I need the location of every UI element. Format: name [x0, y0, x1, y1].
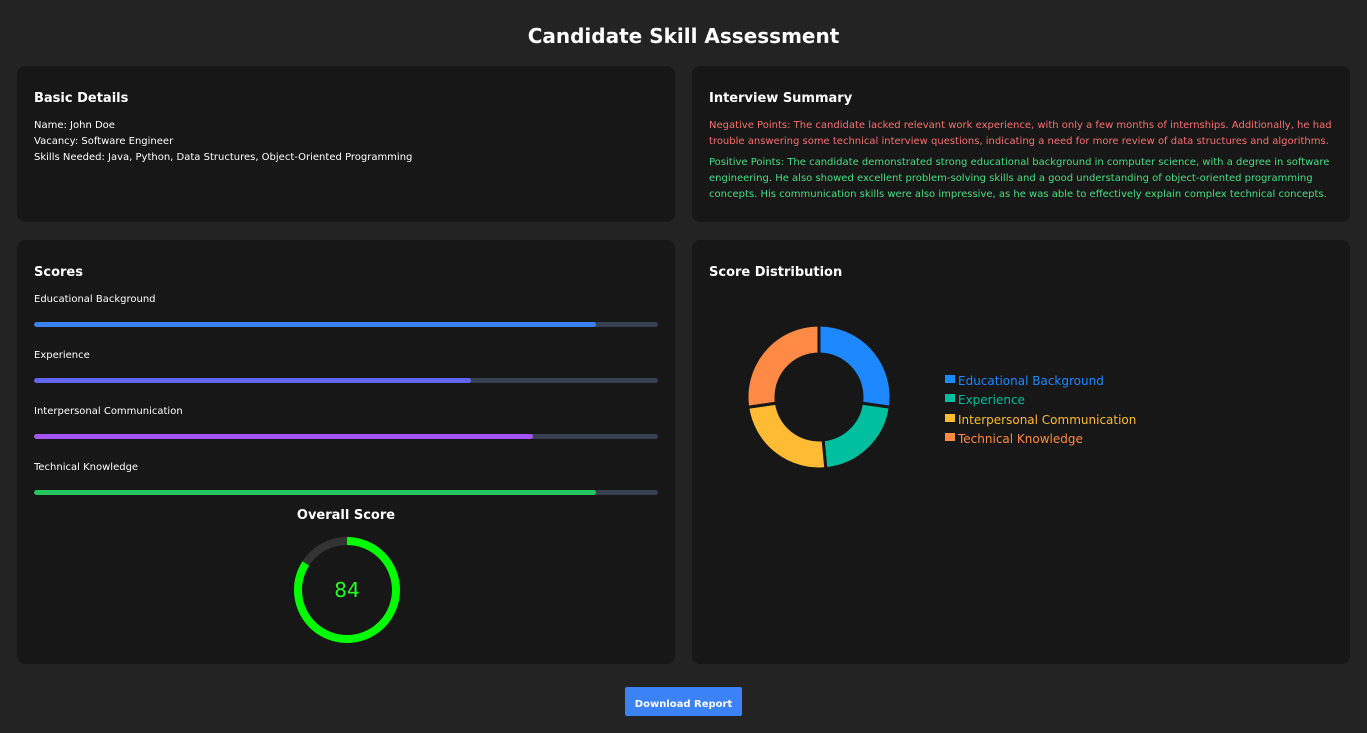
legend-item: Educational Background [945, 371, 1136, 391]
legend-item: Interpersonal Communication [945, 410, 1136, 430]
scores-title: Scores [34, 265, 83, 280]
overall-score-gauge: 84 [291, 534, 403, 646]
interview-summary-title: Interview Summary [709, 91, 853, 106]
score-item: Educational Background [34, 292, 658, 327]
legend-swatch [945, 433, 955, 442]
score-bar-fill [34, 322, 596, 327]
score-item: Technical Knowledge [34, 460, 658, 495]
score-bar-track [34, 490, 658, 495]
overall-score-value: 84 [334, 578, 360, 602]
score-item: Experience [34, 348, 658, 383]
positive-points: Positive Points: The candidate demonstra… [709, 157, 1330, 200]
legend-item: Technical Knowledge [945, 430, 1136, 450]
score-bar-track [34, 322, 658, 327]
legend-swatch [945, 394, 955, 403]
gauge-arc [294, 537, 400, 643]
legend-label: Educational Background [958, 373, 1104, 388]
legend-label: Technical Knowledge [958, 432, 1083, 447]
donut-slice [745, 323, 821, 409]
skills-needed: Skills Needed: Java, Python, Data Struct… [34, 152, 413, 163]
score-bar-track [34, 434, 658, 439]
donut-slice [817, 323, 893, 409]
download-report-button[interactable]: Download Report [625, 687, 742, 716]
score-bar-fill [34, 378, 471, 383]
donut-slice [746, 401, 828, 471]
score-distribution-title: Score Distribution [709, 265, 843, 280]
score-distribution-card: Score Distribution Educational Backgroun… [692, 240, 1350, 664]
negative-points: Negative Points: The candidate lacked re… [709, 120, 1332, 147]
gauge-svg [294, 537, 400, 643]
basic-details-title: Basic Details [34, 91, 129, 106]
basic-details-card: Basic Details Name: John Doe Vacancy: So… [17, 66, 675, 222]
chart-legend: Educational Background Experience Interper… [945, 371, 1136, 449]
interview-summary-card: Interview Summary Negative Points: The c… [692, 66, 1350, 222]
candidate-vacancy: Vacancy: Software Engineer [34, 136, 174, 147]
score-list: Educational Background Experience Interp… [34, 292, 658, 495]
score-label: Experience [34, 350, 90, 361]
legend-label: Interpersonal Communication [958, 412, 1137, 427]
score-bar-track [34, 378, 658, 383]
donut-slice [821, 401, 892, 471]
donut-chart [745, 323, 893, 471]
legend-item: Experience [945, 391, 1136, 411]
score-label: Interpersonal Communication [34, 406, 183, 417]
scores-card: Scores Educational Background Experience… [17, 240, 675, 664]
score-label: Educational Background [34, 294, 156, 305]
overall-score-title: Overall Score [296, 508, 396, 523]
score-item: Interpersonal Communication [34, 404, 658, 439]
score-bar-fill [34, 490, 596, 495]
legend-swatch [945, 374, 955, 383]
legend-swatch [945, 413, 955, 422]
candidate-name: Name: John Doe [34, 120, 115, 131]
page-title: Candidate Skill Assessment [527, 24, 840, 48]
score-bar-fill [34, 434, 534, 439]
score-label: Technical Knowledge [34, 462, 139, 473]
legend-label: Experience [958, 393, 1025, 408]
